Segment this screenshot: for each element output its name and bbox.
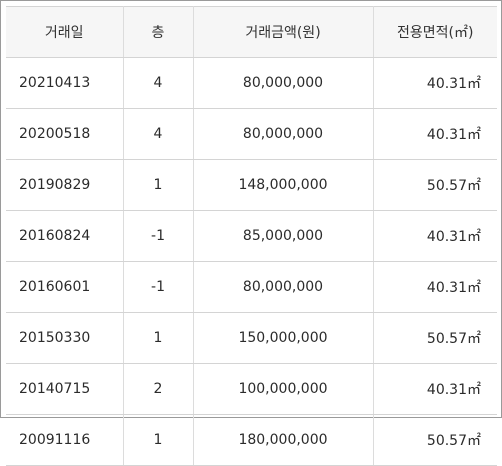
cell-floor: 1 (122, 159, 194, 211)
transaction-table: 거래일 층 거래금액(원) 전용면적(㎡) 20210413 4 80,000,… (6, 6, 497, 466)
header-row: 거래일 층 거래금액(원) 전용면적(㎡) (6, 6, 497, 58)
cell-floor: 4 (122, 57, 194, 109)
table-row: 20140715 2 100,000,000 40.31㎡ (6, 363, 497, 415)
cell-area: 50.57㎡ (372, 159, 497, 211)
table-row: 20091116 1 180,000,000 50.57㎡ (6, 414, 497, 466)
cell-area: 40.31㎡ (372, 210, 497, 262)
cell-floor: 1 (122, 312, 194, 364)
header-exclusive-area: 전용면적(㎡) (372, 6, 497, 58)
cell-amount: 80,000,000 (192, 261, 374, 313)
cell-floor: 1 (122, 414, 194, 466)
cell-date: 20200518 (6, 108, 124, 160)
cell-amount: 80,000,000 (192, 57, 374, 109)
cell-area: 50.57㎡ (372, 312, 497, 364)
cell-amount: 85,000,000 (192, 210, 374, 262)
cell-date: 20150330 (6, 312, 124, 364)
cell-area: 50.57㎡ (372, 414, 497, 466)
table-row: 20210413 4 80,000,000 40.31㎡ (6, 57, 497, 109)
table-row: 20160824 -1 85,000,000 40.31㎡ (6, 210, 497, 262)
table-row: 20200518 4 80,000,000 40.31㎡ (6, 108, 497, 160)
cell-amount: 100,000,000 (192, 363, 374, 415)
cell-area: 40.31㎡ (372, 363, 497, 415)
table-body: 20210413 4 80,000,000 40.31㎡ 20200518 4 … (6, 57, 497, 466)
cell-area: 40.31㎡ (372, 261, 497, 313)
cell-amount: 150,000,000 (192, 312, 374, 364)
cell-floor: 2 (122, 363, 194, 415)
table-row: 20160601 -1 80,000,000 40.31㎡ (6, 261, 497, 313)
cell-floor: -1 (122, 210, 194, 262)
table-row: 20150330 1 150,000,000 50.57㎡ (6, 312, 497, 364)
cell-amount: 148,000,000 (192, 159, 374, 211)
cell-date: 20210413 (6, 57, 124, 109)
table-row: 20190829 1 148,000,000 50.57㎡ (6, 159, 497, 211)
cell-date: 20160601 (6, 261, 124, 313)
header-transaction-amount: 거래금액(원) (192, 6, 374, 58)
cell-date: 20190829 (6, 159, 124, 211)
cell-area: 40.31㎡ (372, 57, 497, 109)
cell-date: 20160824 (6, 210, 124, 262)
cell-floor: -1 (122, 261, 194, 313)
cell-date: 20140715 (6, 363, 124, 415)
cell-floor: 4 (122, 108, 194, 160)
cell-area: 40.31㎡ (372, 108, 497, 160)
header-transaction-date: 거래일 (6, 6, 124, 58)
cell-amount: 80,000,000 (192, 108, 374, 160)
header-floor: 층 (122, 6, 194, 58)
cell-amount: 180,000,000 (192, 414, 374, 466)
cell-date: 20091116 (6, 414, 124, 466)
table-header: 거래일 층 거래금액(원) 전용면적(㎡) (6, 6, 497, 58)
